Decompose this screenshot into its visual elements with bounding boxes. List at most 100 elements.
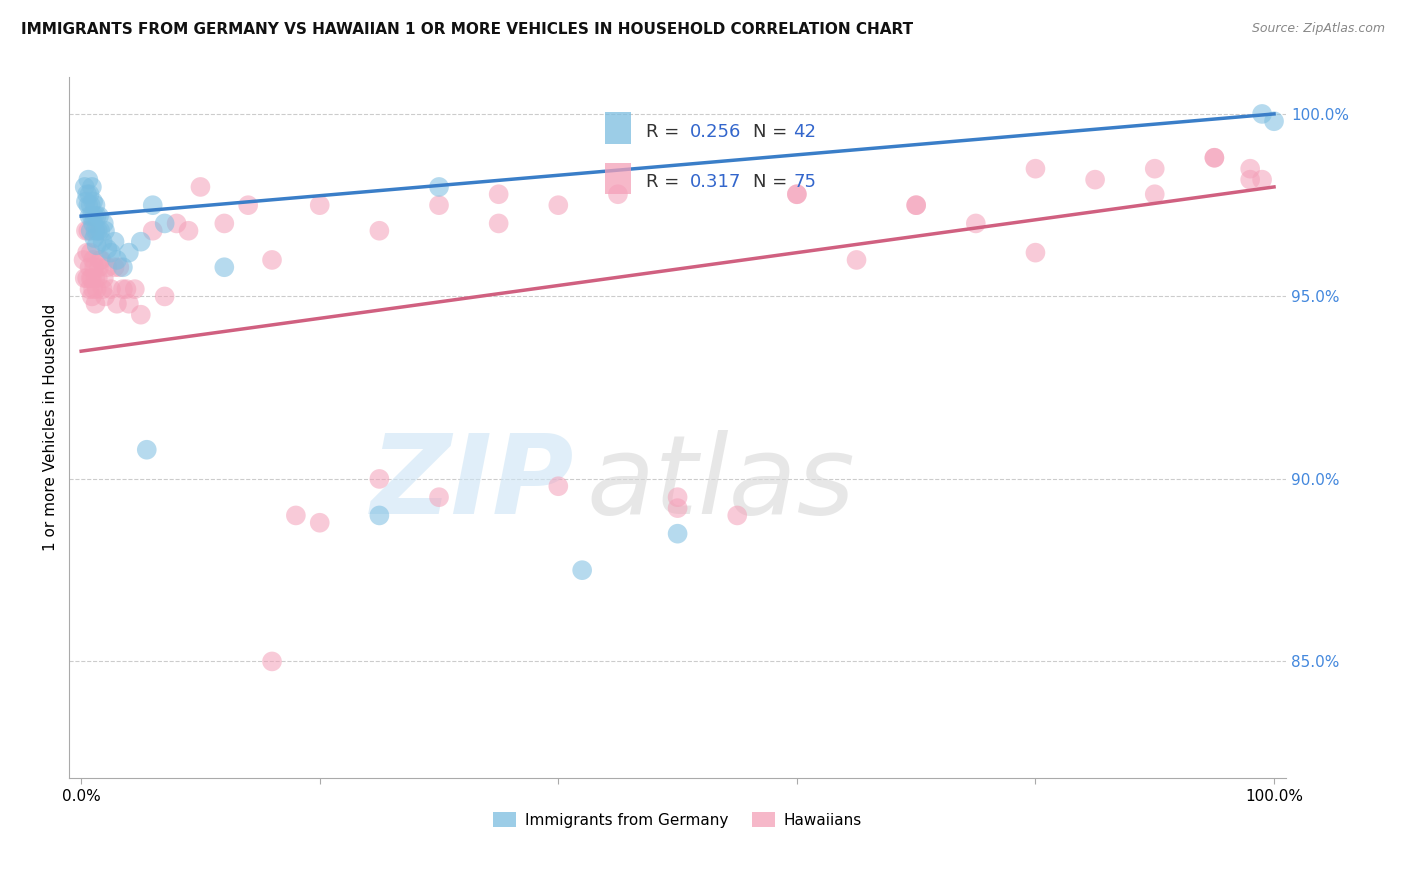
Point — [115, 282, 138, 296]
Point — [905, 198, 928, 212]
Point — [84, 198, 107, 212]
Point — [87, 209, 110, 223]
Point — [1263, 114, 1285, 128]
Point — [725, 508, 748, 523]
Point — [845, 252, 868, 267]
Point — [93, 271, 115, 285]
Point — [308, 516, 330, 530]
Point — [260, 252, 283, 267]
Y-axis label: 1 or more Vehicles in Household: 1 or more Vehicles in Household — [44, 304, 58, 551]
Point — [84, 297, 107, 311]
Point — [84, 271, 107, 285]
Point — [103, 260, 125, 275]
Point — [118, 297, 141, 311]
Point — [93, 216, 115, 230]
Text: R =: R = — [645, 123, 685, 141]
Point — [284, 508, 307, 523]
Point — [94, 224, 117, 238]
Point — [87, 271, 110, 285]
Point — [1251, 107, 1274, 121]
Point — [89, 252, 111, 267]
Point — [76, 187, 98, 202]
Point — [82, 282, 104, 296]
Text: 42: 42 — [793, 123, 817, 141]
Point — [308, 198, 330, 212]
Text: 0.317: 0.317 — [690, 173, 741, 192]
Point — [111, 282, 134, 296]
Point — [427, 198, 450, 212]
Point — [190, 180, 212, 194]
Point — [166, 216, 188, 230]
Point — [786, 187, 808, 202]
Text: 0.256: 0.256 — [690, 123, 741, 141]
Point — [79, 260, 101, 275]
Point — [142, 224, 165, 238]
Point — [80, 289, 103, 303]
Point — [238, 198, 260, 212]
Point — [108, 260, 131, 275]
Point — [118, 245, 141, 260]
Point — [79, 209, 101, 223]
Point — [103, 235, 125, 249]
Text: Source: ZipAtlas.com: Source: ZipAtlas.com — [1251, 22, 1385, 36]
Point — [83, 209, 105, 223]
Point — [73, 180, 96, 194]
Text: IMMIGRANTS FROM GERMANY VS HAWAIIAN 1 OR MORE VEHICLES IN HOUSEHOLD CORRELATION : IMMIGRANTS FROM GERMANY VS HAWAIIAN 1 OR… — [21, 22, 914, 37]
Point — [89, 224, 111, 238]
Point — [607, 187, 630, 202]
Point — [368, 508, 391, 523]
Point — [547, 198, 569, 212]
Point — [905, 198, 928, 212]
Point — [1143, 187, 1166, 202]
Point — [75, 194, 97, 209]
Text: N =: N = — [754, 123, 793, 141]
Point — [1024, 245, 1046, 260]
Point — [91, 235, 114, 249]
Point — [786, 187, 808, 202]
Point — [260, 655, 283, 669]
Point — [80, 245, 103, 260]
Point — [77, 224, 100, 238]
Point — [965, 216, 987, 230]
Point — [547, 479, 569, 493]
Point — [96, 260, 118, 275]
Point — [82, 216, 104, 230]
Point — [80, 224, 103, 238]
Point — [84, 224, 107, 238]
Point — [96, 242, 118, 256]
Point — [80, 271, 103, 285]
Point — [105, 297, 128, 311]
FancyBboxPatch shape — [605, 163, 631, 194]
Point — [86, 282, 108, 296]
Point — [82, 252, 104, 267]
Point — [79, 282, 101, 296]
Text: R =: R = — [645, 173, 685, 192]
FancyBboxPatch shape — [605, 112, 631, 144]
Point — [80, 180, 103, 194]
Point — [75, 224, 97, 238]
Point — [111, 260, 134, 275]
Point — [1251, 172, 1274, 186]
Text: 75: 75 — [793, 173, 817, 192]
Point — [1084, 172, 1107, 186]
Point — [80, 271, 103, 285]
Point — [153, 216, 176, 230]
Point — [87, 260, 110, 275]
Point — [1239, 172, 1261, 186]
Point — [214, 216, 236, 230]
Point — [488, 216, 510, 230]
Point — [87, 224, 110, 238]
Point — [77, 198, 100, 212]
Point — [86, 238, 108, 252]
Point — [100, 245, 122, 260]
Point — [77, 172, 100, 186]
Point — [1204, 151, 1226, 165]
Point — [129, 308, 152, 322]
Point — [142, 198, 165, 212]
Point — [368, 472, 391, 486]
Point — [94, 289, 117, 303]
Point — [124, 282, 146, 296]
Point — [83, 260, 105, 275]
Point — [427, 490, 450, 504]
Point — [82, 194, 104, 209]
